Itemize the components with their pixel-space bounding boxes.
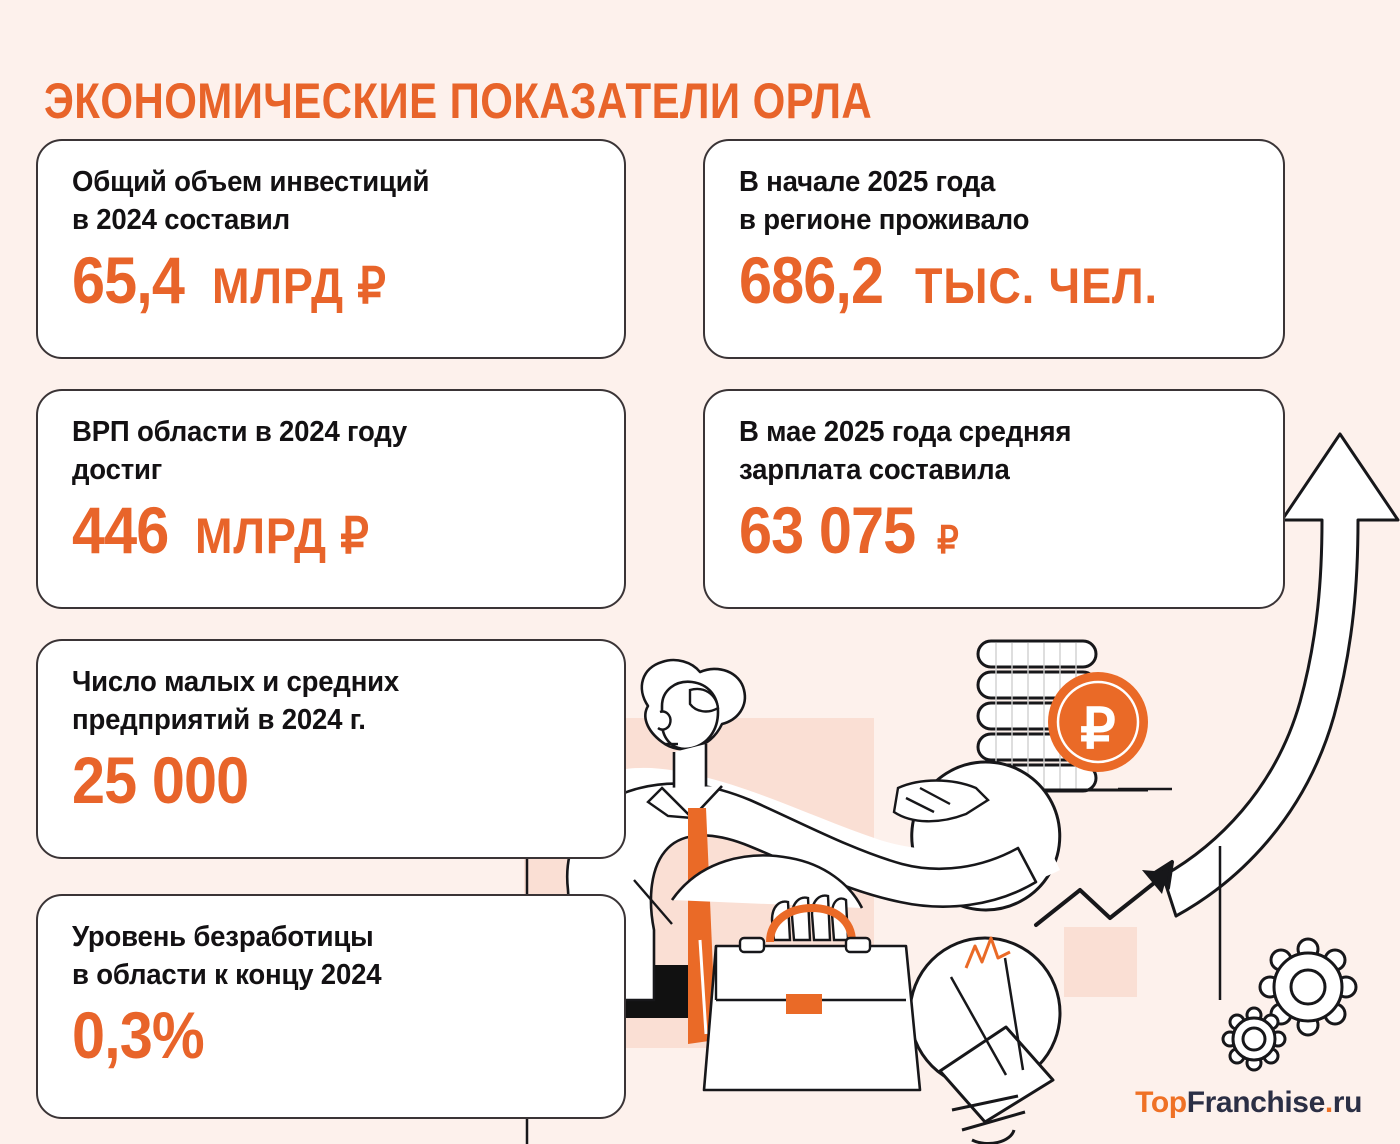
pink-block-small	[1064, 927, 1137, 997]
stat-card-salary: В мае 2025 года средняя зарплата состави…	[703, 389, 1285, 609]
page-title: ЭКОНОМИЧЕСКИЕ ПОКАЗАТЕЛИ ОРЛА	[44, 72, 873, 129]
stat-card-grp: ВРП области в 2024 году достиг 446 МЛРД …	[36, 389, 626, 609]
stat-card-value: 65,4	[72, 243, 185, 317]
svg-text:₽: ₽	[1080, 697, 1116, 760]
stat-card-investments: Общий объем инвестиций в 2024 составил 6…	[36, 139, 626, 359]
topfranchise-logo[interactable]: TopFranchise.ru	[1135, 1086, 1362, 1120]
logo-dot: .	[1324, 1086, 1333, 1119]
stat-card-value-row: 63 075 ₽	[739, 495, 1257, 576]
stat-card-value: 446	[72, 493, 169, 567]
stat-card-unemployment: Уровень безработицы в области к концу 20…	[36, 894, 626, 1119]
stat-card-value-row: 0,3%	[72, 1000, 598, 1070]
stat-card-unit: ТЫС. ЧЕЛ.	[915, 258, 1159, 314]
stat-card-value: 25 000	[72, 743, 249, 817]
gears-icon	[1221, 937, 1358, 1072]
lightbulb-icon	[908, 760, 1062, 1144]
logo-franchise-text: Franchise	[1186, 1086, 1326, 1119]
businessman-illustration	[560, 658, 1060, 1092]
stat-card-value-row: 446 МЛРД ₽	[72, 495, 598, 571]
stat-card-population: В начале 2025 года в регионе проживало 6…	[703, 139, 1285, 359]
stat-card-value: 686,2	[739, 243, 884, 317]
growth-arrow-icon	[1034, 860, 1174, 927]
stat-card-label: Общий объем инвестиций в 2024 составил	[72, 166, 430, 236]
stat-card-label: В начале 2025 года в регионе проживало	[739, 166, 1030, 236]
coin-stack-icon	[976, 639, 1148, 793]
logo-tld-text: ru	[1332, 1086, 1363, 1119]
stat-card-unit: МЛРД ₽	[195, 508, 370, 564]
stat-card-label: В мае 2025 года средняя зарплата состави…	[739, 416, 1072, 486]
stat-card-value: 63 075	[739, 493, 916, 567]
stat-card-value: 0,3%	[72, 998, 205, 1072]
stat-card-unit: МЛРД ₽	[212, 258, 388, 314]
logo-top-text: Top	[1135, 1086, 1187, 1119]
stat-card-smb: Число малых и средних предприятий в 2024…	[36, 639, 626, 859]
stat-card-value-row: 25 000	[72, 745, 598, 815]
ruble-coin-icon: ₽	[1048, 672, 1148, 772]
stat-card-value-row: 65,4 МЛРД ₽	[72, 245, 598, 321]
stat-card-unit: ₽	[936, 520, 960, 562]
stat-card-label: Уровень безработицы в области к концу 20…	[72, 921, 382, 991]
stat-card-label: ВРП области в 2024 году достиг	[72, 416, 408, 486]
stat-card-value-row: 686,2 ТЫС. ЧЕЛ.	[739, 245, 1257, 321]
stat-card-label: Число малых и средних предприятий в 2024…	[72, 666, 400, 736]
